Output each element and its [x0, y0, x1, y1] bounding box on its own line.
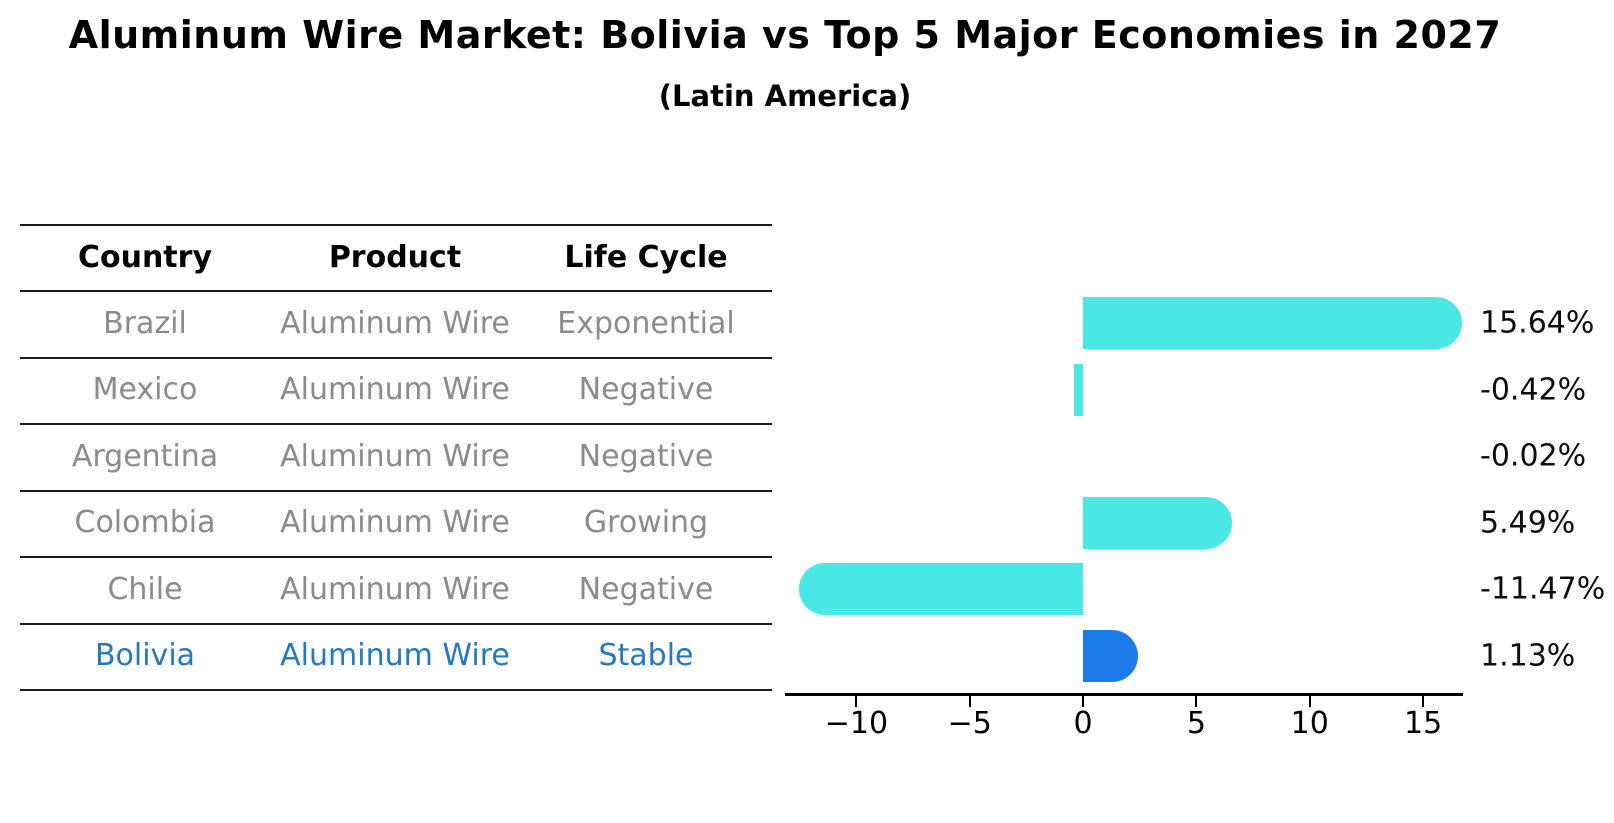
value-label-argentina: -0.02% [1480, 438, 1587, 474]
x-axis-line [785, 693, 1463, 696]
cell-country-mexico: Mexico [92, 372, 198, 408]
table-rule [20, 290, 772, 292]
cell-product-bolivia: Aluminum Wire [280, 638, 510, 674]
cell-country-chile: Chile [107, 571, 183, 607]
chart-subtitle: (Latin America) [658, 79, 912, 113]
cell-product-brazil: Aluminum Wire [280, 305, 510, 341]
x-tick-label: 5 [1186, 706, 1206, 741]
cell-life-cycle-bolivia: Stable [598, 638, 694, 674]
cell-country-bolivia: Bolivia [94, 638, 196, 674]
chart-title: Aluminum Wire Market: Bolivia vs Top 5 M… [68, 13, 1502, 57]
cell-life-cycle-mexico: Negative [578, 372, 714, 408]
cell-life-cycle-argentina: Negative [578, 438, 714, 474]
bar-chile [799, 563, 1084, 616]
cell-product-argentina: Aluminum Wire [280, 438, 510, 474]
cell-life-cycle-colombia: Growing [583, 505, 709, 541]
table-rule [20, 356, 772, 359]
x-tick-mark [1195, 696, 1198, 707]
value-label-chile: -11.47% [1480, 571, 1606, 607]
x-tick-mark [1308, 696, 1311, 707]
table-rule [20, 622, 772, 625]
x-tick-label: −5 [947, 706, 992, 741]
x-tick-label: −10 [824, 706, 889, 741]
value-label-mexico: -0.42% [1480, 372, 1587, 408]
cell-country-argentina: Argentina [71, 438, 219, 474]
table-rule [20, 556, 772, 558]
bar-colombia [1083, 496, 1232, 549]
cell-product-colombia: Aluminum Wire [280, 505, 510, 541]
value-label-bolivia: 1.13% [1480, 638, 1576, 674]
column-header-product: Product [328, 239, 462, 275]
table-rule [20, 423, 772, 425]
table-rule [20, 224, 772, 226]
value-label-brazil: 15.64% [1480, 305, 1595, 341]
column-header-life-cycle: Life Cycle [564, 239, 728, 275]
cell-product-mexico: Aluminum Wire [280, 372, 510, 408]
x-tick-label: 15 [1404, 706, 1443, 741]
cell-product-chile: Aluminum Wire [280, 571, 510, 607]
x-tick-mark [968, 696, 971, 707]
x-tick-label: 0 [1073, 706, 1093, 741]
cell-life-cycle-brazil: Exponential [557, 305, 735, 341]
cell-country-brazil: Brazil [103, 305, 187, 341]
bar-bolivia [1083, 629, 1138, 682]
cell-life-cycle-chile: Negative [578, 571, 714, 607]
x-tick-label: 10 [1290, 706, 1329, 741]
table-rule [20, 689, 772, 691]
x-tick-mark [1082, 696, 1085, 707]
bar-mexico [1073, 363, 1084, 416]
x-tick-mark [855, 696, 858, 707]
column-header-country: Country [77, 239, 213, 275]
cell-country-colombia: Colombia [74, 505, 216, 541]
x-tick-mark [1422, 696, 1425, 707]
bar-brazil [1083, 297, 1462, 350]
value-label-colombia: 5.49% [1480, 505, 1576, 541]
table-rule [20, 489, 772, 492]
